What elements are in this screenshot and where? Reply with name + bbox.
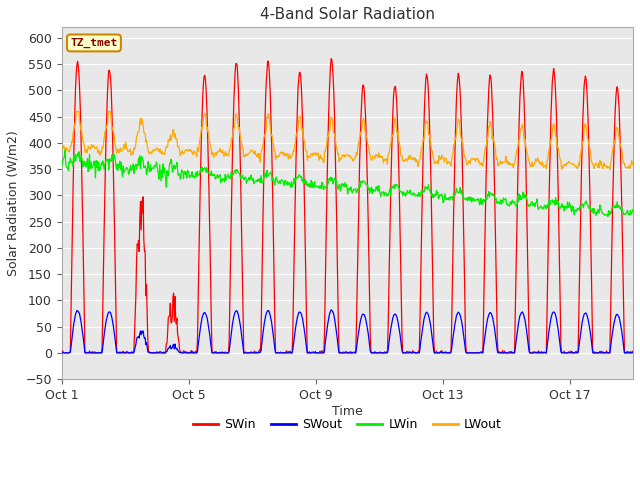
SWin xyxy=(520,92,527,97)
SWout xyxy=(193,350,200,356)
SWout xyxy=(297,310,305,316)
LWout xyxy=(382,157,390,163)
SWout xyxy=(521,315,529,321)
SWin xyxy=(58,350,65,356)
LWout xyxy=(557,167,565,172)
LWout xyxy=(297,114,305,120)
SWin xyxy=(266,75,273,81)
Line: LWin: LWin xyxy=(61,150,633,216)
LWin xyxy=(520,195,527,201)
LWin xyxy=(193,174,200,180)
SWout xyxy=(79,333,87,338)
LWout xyxy=(266,125,274,131)
SWin xyxy=(629,348,637,354)
SWout xyxy=(61,350,68,356)
Legend: SWin, SWout, LWin, LWout: SWin, SWout, LWin, LWout xyxy=(188,413,507,436)
X-axis label: Time: Time xyxy=(332,405,363,418)
LWout xyxy=(72,108,80,114)
SWin xyxy=(382,350,390,356)
Line: SWout: SWout xyxy=(61,310,633,353)
SWout xyxy=(383,349,390,355)
LWin xyxy=(266,169,274,175)
SWin xyxy=(296,70,304,75)
LWout xyxy=(520,133,527,139)
LWout xyxy=(193,154,200,159)
LWin xyxy=(79,164,87,170)
SWin xyxy=(327,56,335,61)
LWin xyxy=(604,214,612,219)
LWin xyxy=(61,147,69,153)
Text: TZ_tmet: TZ_tmet xyxy=(70,38,118,48)
Line: SWin: SWin xyxy=(61,59,633,353)
LWin xyxy=(629,209,637,215)
Line: LWout: LWout xyxy=(61,111,633,169)
SWin xyxy=(79,193,86,199)
Title: 4-Band Solar Radiation: 4-Band Solar Radiation xyxy=(260,7,435,22)
SWout xyxy=(266,313,274,319)
Y-axis label: Solar Radiation (W/m2): Solar Radiation (W/m2) xyxy=(7,131,20,276)
SWin xyxy=(192,350,200,356)
SWout xyxy=(327,307,335,312)
SWout xyxy=(629,350,637,356)
LWin xyxy=(297,174,305,180)
SWout xyxy=(58,350,65,356)
LWin xyxy=(382,191,390,196)
LWout xyxy=(79,139,87,144)
LWout xyxy=(629,160,637,166)
LWin xyxy=(58,163,65,169)
LWout xyxy=(58,144,65,149)
